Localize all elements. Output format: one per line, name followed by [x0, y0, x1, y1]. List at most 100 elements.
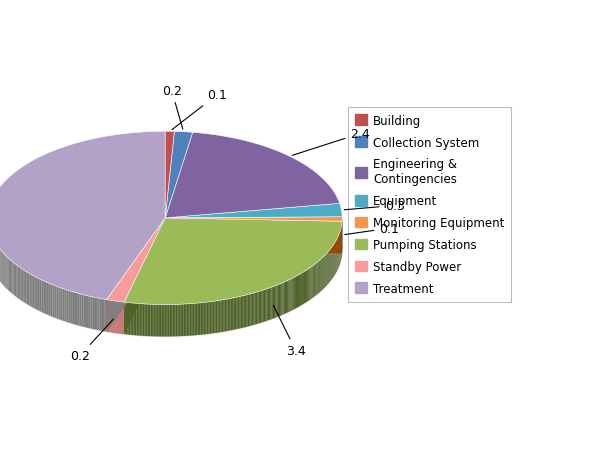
Polygon shape [30, 274, 31, 307]
Polygon shape [21, 268, 22, 301]
Polygon shape [308, 269, 309, 301]
Polygon shape [90, 297, 93, 329]
Polygon shape [58, 288, 60, 320]
Polygon shape [102, 299, 104, 331]
Polygon shape [269, 288, 270, 320]
Polygon shape [229, 299, 231, 331]
Polygon shape [206, 302, 208, 334]
Polygon shape [17, 265, 18, 298]
Polygon shape [150, 304, 152, 336]
Polygon shape [165, 218, 342, 253]
Polygon shape [231, 298, 232, 331]
Polygon shape [18, 266, 19, 299]
Polygon shape [291, 278, 293, 311]
Polygon shape [222, 300, 223, 332]
Polygon shape [41, 280, 43, 313]
Polygon shape [51, 284, 53, 317]
Polygon shape [186, 304, 188, 336]
Polygon shape [323, 257, 324, 289]
Polygon shape [60, 288, 63, 321]
Polygon shape [188, 304, 190, 336]
Polygon shape [299, 274, 300, 307]
Polygon shape [33, 276, 34, 308]
Polygon shape [185, 304, 186, 336]
Polygon shape [296, 276, 297, 308]
Polygon shape [324, 256, 325, 288]
Polygon shape [15, 264, 17, 297]
Polygon shape [165, 218, 342, 253]
Polygon shape [191, 304, 193, 336]
Polygon shape [132, 303, 133, 335]
Polygon shape [135, 303, 136, 335]
Polygon shape [127, 303, 129, 335]
Polygon shape [270, 288, 271, 320]
Polygon shape [280, 283, 281, 316]
Polygon shape [107, 218, 165, 332]
Polygon shape [136, 303, 138, 336]
Polygon shape [36, 278, 38, 310]
Polygon shape [267, 289, 268, 321]
Polygon shape [306, 270, 307, 303]
Text: 0.2: 0.2 [162, 85, 183, 130]
Polygon shape [263, 290, 264, 323]
Polygon shape [249, 294, 251, 326]
Polygon shape [165, 132, 175, 218]
Polygon shape [211, 302, 213, 334]
Polygon shape [148, 304, 149, 336]
Polygon shape [155, 305, 157, 337]
Polygon shape [277, 285, 278, 318]
Polygon shape [27, 272, 28, 305]
Polygon shape [34, 277, 36, 309]
Polygon shape [129, 303, 130, 335]
Polygon shape [0, 218, 342, 337]
Polygon shape [166, 305, 168, 337]
Polygon shape [77, 293, 79, 326]
Polygon shape [162, 305, 163, 337]
Polygon shape [130, 303, 132, 335]
Polygon shape [43, 281, 45, 314]
Polygon shape [5, 256, 6, 288]
Polygon shape [298, 275, 299, 308]
Polygon shape [244, 296, 245, 328]
Polygon shape [327, 252, 328, 285]
Polygon shape [199, 303, 201, 335]
Polygon shape [204, 303, 205, 334]
Polygon shape [171, 305, 172, 337]
Polygon shape [152, 304, 153, 337]
Polygon shape [314, 264, 315, 297]
Polygon shape [235, 298, 237, 330]
Polygon shape [248, 294, 249, 327]
Polygon shape [138, 304, 140, 336]
Polygon shape [40, 279, 41, 312]
Polygon shape [304, 271, 305, 304]
Polygon shape [53, 285, 54, 318]
Polygon shape [158, 305, 160, 337]
Polygon shape [251, 294, 252, 326]
Polygon shape [220, 300, 222, 333]
Polygon shape [8, 258, 9, 291]
Polygon shape [19, 267, 21, 300]
Polygon shape [281, 283, 283, 315]
Text: 0.1: 0.1 [172, 89, 227, 130]
Text: 2.4: 2.4 [292, 128, 370, 156]
Polygon shape [241, 296, 242, 329]
Polygon shape [100, 298, 102, 331]
Polygon shape [319, 261, 320, 293]
Polygon shape [11, 261, 12, 294]
Polygon shape [163, 305, 165, 337]
Polygon shape [124, 303, 126, 334]
Polygon shape [93, 297, 95, 329]
Polygon shape [214, 301, 216, 334]
Polygon shape [253, 293, 254, 325]
Polygon shape [22, 269, 24, 302]
Polygon shape [245, 295, 246, 328]
Polygon shape [157, 305, 158, 337]
Polygon shape [317, 262, 318, 294]
Polygon shape [328, 252, 329, 284]
Polygon shape [219, 301, 220, 333]
Polygon shape [302, 273, 303, 305]
Polygon shape [107, 218, 165, 303]
Polygon shape [313, 265, 314, 298]
Polygon shape [24, 270, 25, 303]
Polygon shape [57, 287, 58, 319]
